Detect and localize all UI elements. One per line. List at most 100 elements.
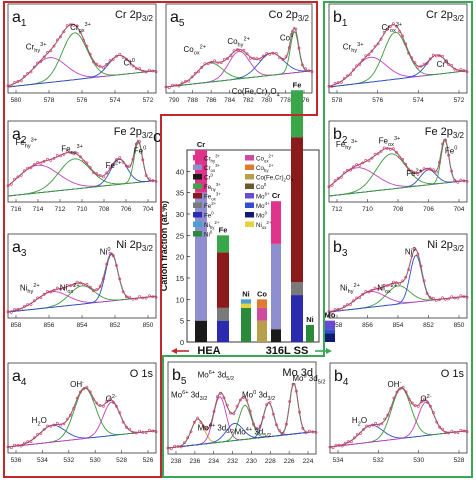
data-point [108, 59, 112, 63]
data-point [358, 63, 362, 66]
x-tick-label: 530 [413, 457, 424, 464]
data-point [374, 421, 378, 425]
x-tick-label: 708 [393, 206, 404, 213]
data-point [261, 54, 265, 58]
panel-frame [165, 3, 313, 94]
data-point [419, 64, 423, 68]
data-point [108, 251, 112, 255]
data-point [419, 400, 423, 404]
data-point [42, 292, 46, 296]
data-point [115, 54, 118, 58]
data-point [364, 54, 368, 58]
x-tick-label: 704 [143, 206, 154, 213]
data-point [111, 163, 115, 167]
data-point [55, 154, 59, 157]
data-point [453, 67, 457, 71]
data-point [46, 51, 49, 54]
data-point [441, 427, 445, 431]
data-point [59, 423, 63, 427]
data-point [392, 396, 396, 400]
data-point [115, 404, 118, 408]
data-point [85, 161, 89, 165]
x-tick-label: 572 [454, 97, 465, 104]
data-point [85, 44, 89, 48]
data-point [36, 61, 40, 65]
data-point [383, 417, 387, 421]
data-point [376, 42, 380, 46]
bar-segment-mo [325, 320, 335, 330]
data-point [444, 297, 447, 301]
envelope-fit [328, 24, 468, 87]
data-point [407, 51, 411, 55]
peak-label: Ni0 [405, 247, 416, 257]
data-point [189, 430, 193, 434]
data-point [22, 75, 26, 78]
data-point [134, 67, 138, 71]
data-point [154, 295, 158, 299]
xps-panel-a3: 858 856 854 852 850 a3 Ni 2p3/2 Nihy2+ Niox2+ Ni0 [6, 233, 158, 329]
data-point [352, 68, 355, 72]
data-point [105, 171, 109, 175]
data-point [441, 142, 444, 146]
data-point [434, 170, 438, 174]
x-tick-label: 716 [11, 206, 22, 213]
data-point [336, 177, 340, 180]
data-point [252, 422, 255, 426]
data-point [413, 61, 417, 65]
data-point [428, 167, 432, 171]
data-point [171, 83, 174, 87]
data-point [141, 69, 145, 73]
data-point [13, 443, 17, 447]
legend-label: Nihy2+ [204, 220, 220, 230]
data-point [82, 283, 86, 287]
hea-frame [3, 1, 318, 478]
data-point [255, 427, 259, 430]
data-point [441, 54, 444, 58]
data-point [222, 58, 226, 61]
ss-arrowhead [326, 348, 332, 354]
envelope-fit [7, 386, 157, 448]
bar-label: Co [257, 289, 267, 298]
legend-label: Fe0 [204, 211, 214, 220]
data-point [382, 283, 386, 287]
data-point [176, 444, 180, 448]
data-point [92, 289, 95, 293]
chart-plot-area [186, 149, 320, 343]
data-point [52, 44, 56, 48]
data-point [144, 174, 148, 177]
legend-label: Cr0 [204, 173, 214, 182]
data-point [26, 72, 30, 75]
x-tick-label: 574 [110, 97, 121, 104]
panel-letter-c: c [153, 127, 162, 146]
peak-label: Fehy3+ [15, 138, 37, 150]
data-point [65, 24, 69, 28]
data-point [32, 299, 36, 303]
y-tick-label: 40 [176, 167, 184, 176]
legend-label: Feox3+ [204, 192, 221, 202]
data-point [154, 180, 158, 183]
data-point [352, 165, 355, 169]
data-point [327, 310, 331, 314]
component-peak [165, 30, 313, 88]
data-point [6, 184, 10, 188]
data-point [131, 64, 135, 68]
data-point [62, 422, 66, 426]
data-point [437, 54, 441, 58]
y-tick-label: 15 [176, 274, 184, 283]
envelope-fit [7, 139, 157, 187]
legend-label: Fe2+ [204, 201, 217, 210]
data-point [105, 400, 109, 404]
data-point [391, 280, 395, 284]
data-point [410, 169, 414, 173]
x-tick-label: 228 [265, 458, 276, 465]
peak-label: Feox3+ [379, 136, 401, 148]
data-point [444, 59, 447, 63]
data-point [355, 163, 359, 167]
data-point [147, 294, 151, 298]
data-point [373, 286, 377, 290]
data-point [459, 294, 463, 298]
data-point [229, 411, 232, 415]
x-tick-label: 854 [77, 322, 88, 329]
x-tick-label: 856 [44, 322, 55, 329]
data-point [215, 395, 219, 399]
